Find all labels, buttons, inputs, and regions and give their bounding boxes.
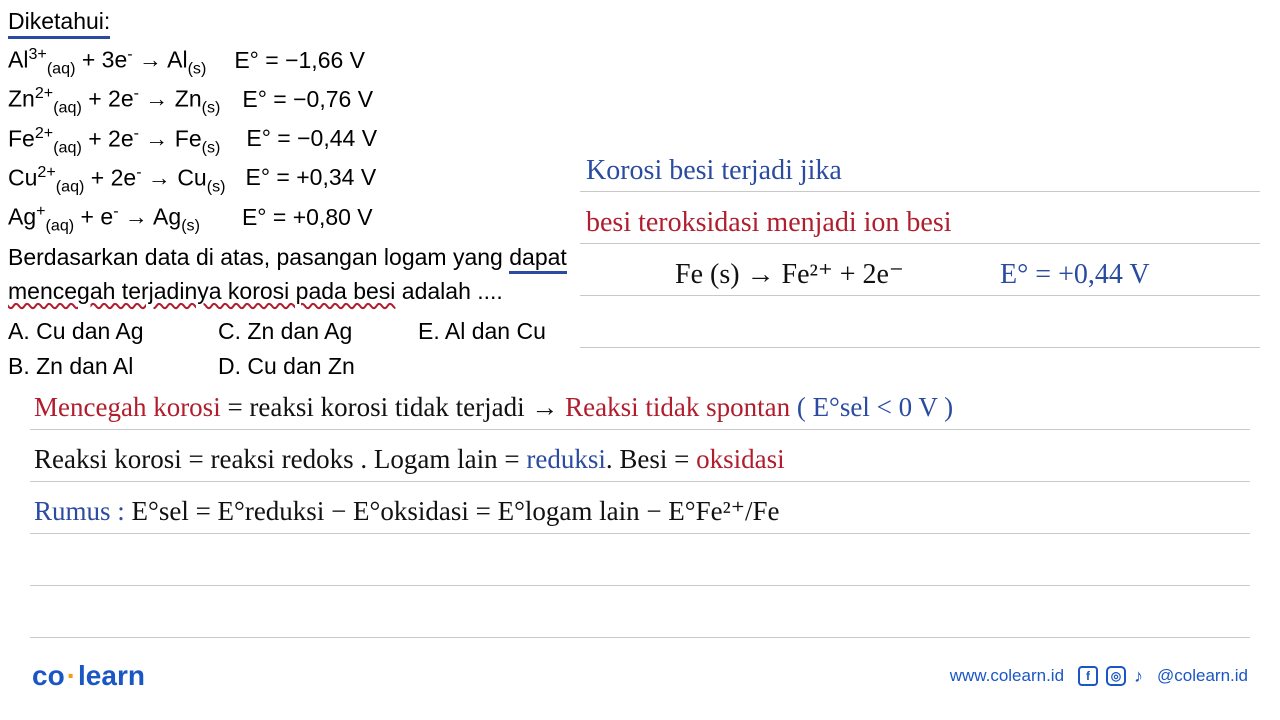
question-underlined: dapat	[509, 244, 567, 274]
tiktok-icon: ♪	[1134, 666, 1143, 687]
hw-seg: Mencegah korosi	[34, 392, 221, 422]
hw-line-1: Korosi besi terjadi jika	[586, 155, 842, 187]
option-e: E. Al dan Cu	[418, 318, 598, 345]
hw-seg: = reaksi korosi tidak terjadi →	[221, 392, 565, 422]
hw-seg: Logam lain =	[374, 444, 526, 474]
hw-line-2: besi teroksidasi menjadi ion besi	[586, 207, 952, 239]
reaction-lhs: Zn2+(aq) + 2e- → Zn(s)	[8, 84, 220, 117]
hw-seg: = E°logam lain − E°Fe²⁺/Fe	[469, 496, 780, 526]
logo-learn: learn	[78, 660, 145, 691]
hw-seg: E°sel = E°reduksi − E°oksidasi	[132, 496, 469, 526]
reaction-rhs: E° = −1,66 V	[234, 47, 365, 74]
footer-right: www.colearn.id f ◎ ♪ @colearn.id	[950, 666, 1248, 687]
footer: co·learn www.colearn.id f ◎ ♪ @colearn.i…	[0, 660, 1280, 692]
hw-seg: Reaksi korosi = reaksi redoks .	[34, 444, 374, 474]
heading-diketahui: Diketahui:	[8, 8, 110, 39]
logo-co: co	[32, 660, 65, 691]
hw-seg: . Besi =	[606, 444, 696, 474]
question-part: Berdasarkan data di atas, pasangan logam…	[8, 244, 509, 270]
instagram-icon: ◎	[1106, 666, 1126, 686]
logo-dot-icon: ·	[67, 660, 76, 691]
handwriting-lower: Mencegah korosi = reaksi korosi tidak te…	[30, 378, 1250, 638]
reaction-row: Al3+(aq) + 3e- → Al(s) E° = −1,66 V	[8, 45, 1252, 78]
hw-lower-3: Rumus : E°sel = E°reduksi − E°oksidasi =…	[34, 496, 779, 527]
facebook-icon: f	[1078, 666, 1098, 686]
question-underlined-red: mencegah terjadinya korosi pada besi	[8, 278, 395, 304]
question-part: adalah ....	[395, 278, 502, 304]
reaction-rhs: E° = −0,76 V	[242, 86, 373, 113]
brand-logo: co·learn	[32, 660, 145, 692]
option-d: D. Cu dan Zn	[218, 353, 418, 380]
reaction-lhs: Al3+(aq) + 3e- → Al(s)	[8, 45, 206, 78]
option-c: C. Zn dan Ag	[218, 318, 418, 345]
hw-seg: ( E°sel < 0 V )	[790, 392, 953, 422]
reaction-rhs: E° = +0,80 V	[242, 204, 373, 231]
hw-seg: Rumus :	[34, 496, 132, 526]
hw-seg: oksidasi	[696, 444, 785, 474]
reaction-rhs: E° = +0,34 V	[246, 164, 377, 191]
hw-lower-2: Reaksi korosi = reaksi redoks . Logam la…	[34, 444, 785, 475]
reaction-lhs: Ag+(aq) + e- → Ag(s)	[8, 202, 200, 235]
hw-seg: Reaksi tidak spontan	[565, 392, 790, 422]
hw-seg: reduksi	[526, 444, 605, 474]
option-b: B. Zn dan Al	[8, 353, 218, 380]
reaction-lhs: Fe2+(aq) + 2e- → Fe(s)	[8, 124, 220, 157]
hw-lower-1: Mencegah korosi = reaksi korosi tidak te…	[34, 392, 953, 423]
hw-line-3a: Fe (s) → Fe²⁺ + 2e⁻	[675, 257, 904, 291]
handwriting-right: Korosi besi terjadi jika besi teroksidas…	[580, 140, 1260, 348]
social-icons: f ◎ ♪	[1078, 666, 1143, 687]
reaction-rhs: E° = −0,44 V	[246, 125, 377, 152]
option-a: A. Cu dan Ag	[8, 318, 218, 345]
hw-line-3b: E° = +0,44 V	[1000, 259, 1150, 291]
reaction-row: Zn2+(aq) + 2e- → Zn(s) E° = −0,76 V	[8, 84, 1252, 117]
reaction-lhs: Cu2+(aq) + 2e- → Cu(s)	[8, 163, 226, 196]
footer-url: www.colearn.id	[950, 666, 1064, 686]
footer-handle: @colearn.id	[1157, 666, 1248, 686]
